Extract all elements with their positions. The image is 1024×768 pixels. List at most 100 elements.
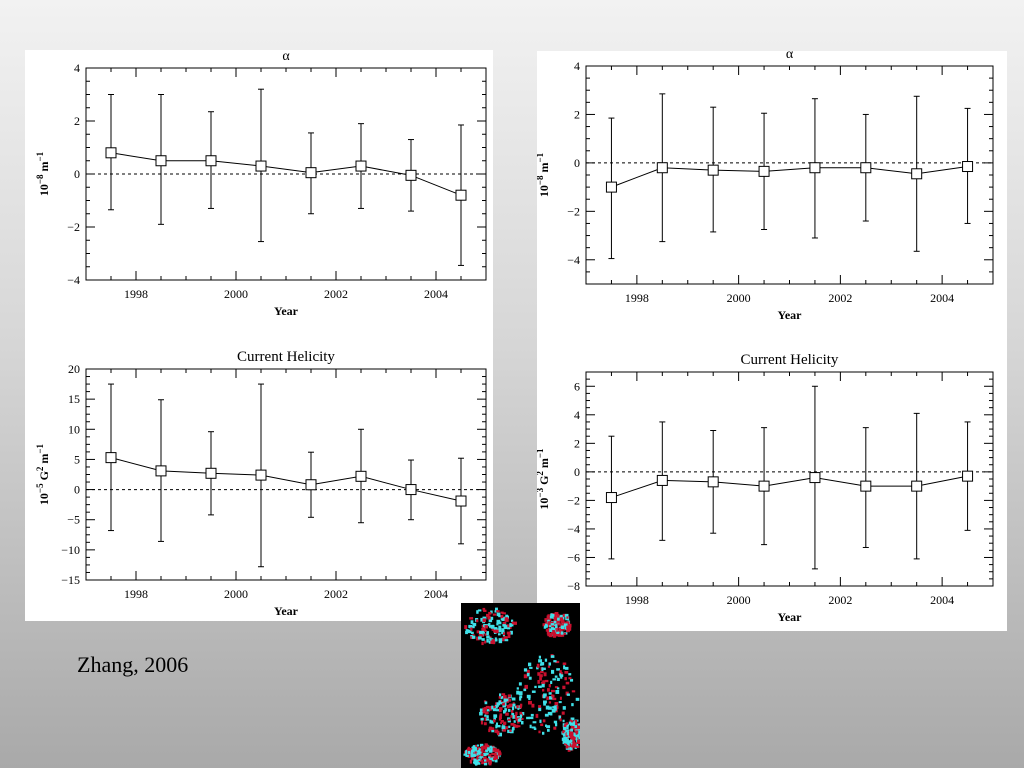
- x-tick-label: 2002: [324, 587, 348, 601]
- chart-helicity-left: 1998 2000 2002 2004 20 15 10 5 0 −5 −10 −15 Current …: [35, 349, 487, 618]
- y-tick-label: −2: [567, 493, 580, 507]
- data-point-marker: [105, 452, 117, 464]
- series-line: [611, 166, 968, 188]
- y-tick-label: −2: [567, 204, 580, 218]
- data-point-marker: [255, 469, 267, 481]
- y-tick-label: 15: [68, 392, 80, 406]
- x-tick-label: 2002: [828, 593, 852, 607]
- y-tick-label: −8: [567, 579, 580, 593]
- left-figure-panel: 1998 2000 2002 2004 4 2 0 −2 −4 α Year 10−8 m−1 199…: [25, 49, 493, 621]
- y-axis-label: 10−8 m−1: [537, 152, 551, 197]
- x-tick-label: 2000: [727, 291, 751, 305]
- x-tick-label: 1998: [625, 593, 649, 607]
- chart-title: α: [282, 50, 290, 64]
- data-point-marker: [809, 162, 821, 174]
- y-tick-label: 4: [574, 408, 580, 422]
- series-line: [110, 457, 462, 502]
- x-tick-label: 2000: [224, 287, 248, 301]
- x-tick-label: 1998: [124, 587, 148, 601]
- data-point-marker: [962, 161, 974, 173]
- data-point-marker: [305, 167, 317, 179]
- data-point-marker: [355, 470, 367, 482]
- y-tick-label: 5: [74, 452, 80, 466]
- data-point-marker: [707, 164, 719, 176]
- y-tick-label: 6: [574, 379, 580, 393]
- y-tick-label: −4: [567, 253, 580, 267]
- chart-title: Current Helicity: [741, 352, 839, 368]
- y-axis-label: 10−3 G2 m−1: [537, 448, 551, 510]
- data-point-marker: [656, 474, 668, 486]
- y-tick-label: −10: [61, 543, 80, 557]
- data-point-marker: [809, 472, 821, 484]
- y-tick-label: 0: [574, 156, 580, 170]
- y-tick-label: −15: [61, 573, 80, 587]
- data-point-marker: [455, 189, 467, 201]
- x-axis-label: Year: [274, 304, 299, 318]
- data-point-marker: [656, 162, 668, 174]
- y-tick-label: 0: [74, 483, 80, 497]
- right-figure-panel: 1998 2000 2002 2004 4 2 0 −2 −4 α Year 10−8 m−1 199…: [535, 47, 1007, 631]
- x-tick-label: 2004: [424, 587, 448, 601]
- y-tick-label: 2: [574, 107, 580, 121]
- plot-frame: [585, 371, 994, 587]
- plot-frame: [585, 65, 994, 285]
- data-point-marker: [405, 169, 417, 181]
- x-tick-label: 2000: [224, 587, 248, 601]
- x-axis-label: Year: [778, 610, 803, 624]
- data-point-marker: [205, 467, 217, 479]
- y-tick-label: −4: [567, 522, 580, 536]
- chart-alpha-right: 1998 2000 2002 2004 4 2 0 −2 −4 α Year 10−8 m−1: [535, 47, 994, 322]
- y-tick-label: 0: [574, 465, 580, 479]
- x-tick-label: 2002: [324, 287, 348, 301]
- data-point-marker: [155, 465, 167, 477]
- data-point-marker: [707, 476, 719, 488]
- y-tick-label: 10: [68, 422, 80, 436]
- data-point-marker: [758, 480, 770, 492]
- series-line: [611, 475, 968, 499]
- data-point-marker: [758, 165, 770, 177]
- x-tick-label: 2000: [727, 593, 751, 607]
- data-point-marker: [155, 155, 167, 167]
- chart-title: Current Helicity: [237, 349, 335, 365]
- x-axis-label: Year: [778, 308, 803, 322]
- x-tick-label: 2004: [424, 287, 448, 301]
- y-axis-label: 10−5 G2 m−1: [35, 443, 51, 505]
- y-tick-label: −2: [67, 220, 80, 234]
- data-point-marker: [405, 484, 417, 496]
- data-point-marker: [911, 168, 923, 180]
- data-point-marker: [911, 480, 923, 492]
- x-tick-label: 2002: [828, 291, 852, 305]
- data-point-marker: [205, 155, 217, 167]
- citation-caption: Zhang, 2006: [77, 652, 189, 677]
- data-point-marker: [605, 492, 617, 504]
- x-tick-label: 1998: [625, 291, 649, 305]
- data-point-marker: [255, 160, 267, 172]
- chart-alpha-left: 1998 2000 2002 2004 4 2 0 −2 −4 α Year 10−8 m−1: [35, 49, 487, 318]
- x-tick-label: 2004: [930, 291, 954, 305]
- data-point-marker: [860, 162, 872, 174]
- magnetogram-image: [461, 603, 580, 768]
- data-point-marker: [605, 181, 617, 193]
- data-point-marker: [305, 479, 317, 491]
- data-point-marker: [355, 160, 367, 172]
- data-point-marker: [860, 480, 872, 492]
- y-tick-label: 2: [74, 114, 80, 128]
- chart-title: α: [786, 51, 794, 62]
- chart-helicity-right: 1998 2000 2002 2004 6 4 2 0 −2 −4 −6 −8 Current Heli…: [537, 352, 994, 624]
- data-point-marker: [455, 495, 467, 507]
- data-point-marker: [105, 147, 117, 159]
- y-tick-label: −6: [567, 550, 580, 564]
- series-line: [110, 152, 462, 196]
- y-tick-label: 0: [74, 167, 80, 181]
- y-axis-label: 10−8 m−1: [35, 151, 51, 196]
- y-tick-label: 20: [68, 362, 80, 376]
- y-tick-label: 4: [74, 61, 80, 75]
- y-tick-label: −4: [67, 273, 80, 287]
- y-tick-label: −5: [67, 513, 80, 527]
- y-tick-label: 4: [574, 59, 580, 73]
- plot-frame: [85, 368, 487, 581]
- x-tick-label: 1998: [124, 287, 148, 301]
- y-tick-label: 2: [574, 436, 580, 450]
- x-tick-label: 2004: [930, 593, 954, 607]
- data-point-marker: [962, 470, 974, 482]
